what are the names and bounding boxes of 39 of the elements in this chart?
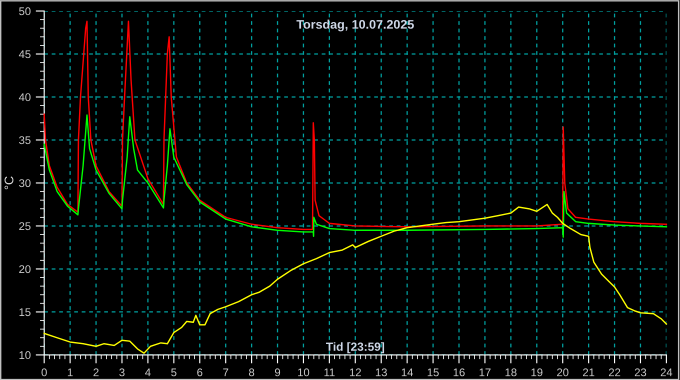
x-tick-label: 23 [634,368,646,376]
y-tick-label: 15 [19,308,31,316]
x-tick-label: 7 [223,368,228,376]
x-axis-title: Tid [23:59] [326,342,384,354]
x-tick-label: 20 [557,368,568,376]
x-tick-label: 6 [197,368,202,376]
y-tick-label: 45 [18,50,31,58]
y-tick-label: 50 [19,7,31,16]
x-tick-label: 17 [480,368,491,376]
x-tick-label: 3 [119,368,125,376]
y-tick-label: 10 [19,351,31,360]
x-tick-label: 9 [274,368,280,376]
x-tick-label: 19 [531,368,542,376]
x-tick-label: 15 [428,368,439,376]
x-tick-label: 24 [660,368,672,376]
x-tick-label: 1 [68,368,73,376]
y-tick-label: 30 [19,179,31,188]
x-tick-label: 4 [145,368,151,376]
y-tick-label: 40 [18,93,31,102]
x-tick-label: 11 [324,368,335,376]
x-tick-label: 13 [376,368,387,376]
x-tick-label: 22 [608,368,620,376]
x-tick-label: 10 [298,368,310,376]
y-axis-title: °C [4,176,14,190]
y-tick-label: 35 [19,136,31,144]
text: Torsdag, 10.07.2025 [296,20,414,32]
x-tick-label: 16 [454,368,465,376]
x-tick-label: 2 [94,368,99,376]
x-tick-label: 8 [248,368,254,376]
x-tick-label: 12 [350,368,361,376]
x-tick-label: 18 [506,368,517,376]
x-tick-label: 5 [171,368,176,376]
y-tick-label: 20 [19,265,31,274]
line-series [44,114,668,238]
y-tick-label: 25 [19,222,31,230]
x-tick-label: 21 [583,368,594,376]
line-series [44,20,668,230]
x-tick-label: 14 [402,368,414,376]
x-tick-label: 0 [42,368,47,376]
